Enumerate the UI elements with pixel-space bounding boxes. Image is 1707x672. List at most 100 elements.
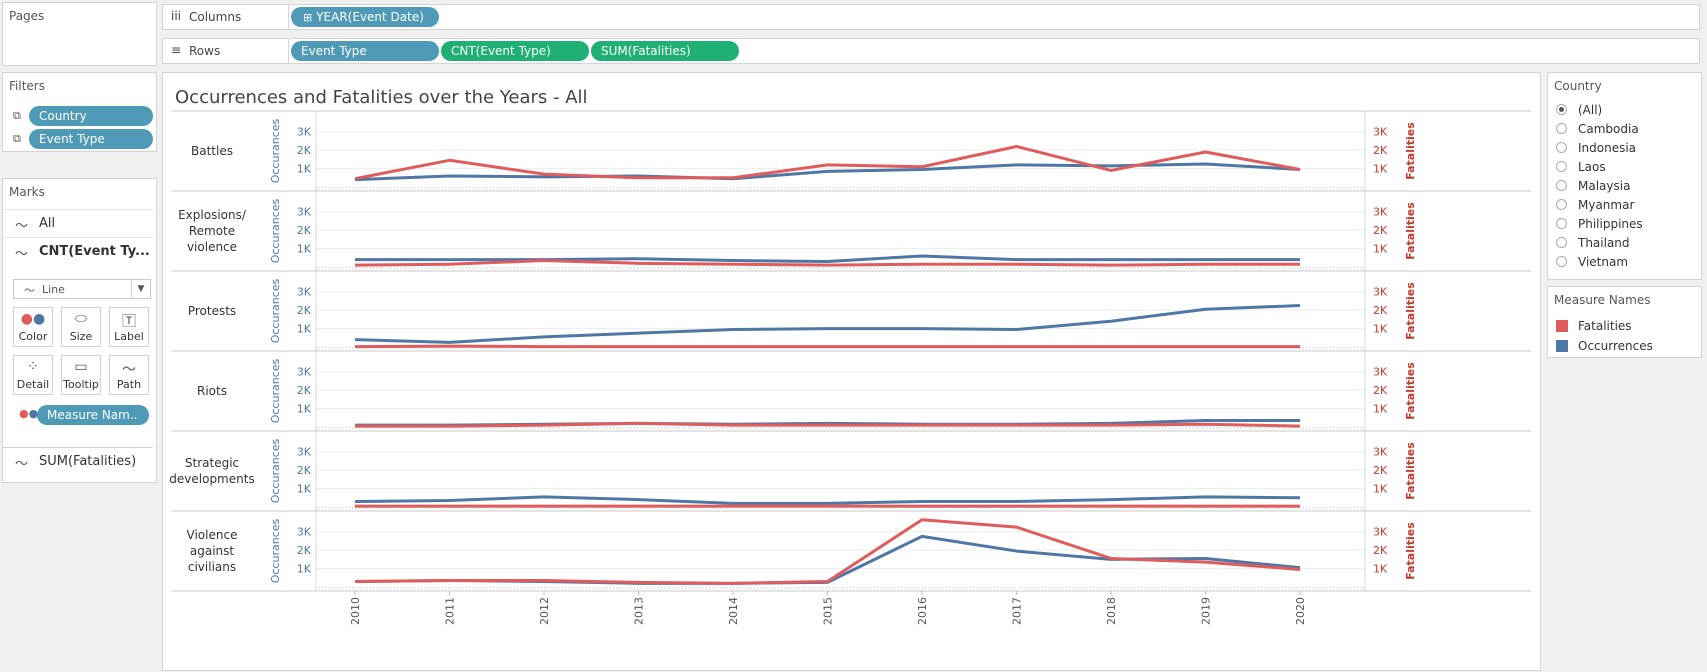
rows-shelf[interactable]: ≡ Rows Event Type CNT(Event Type) SUM(Fa… [162, 38, 1700, 64]
country-option-label: Philippines [1578, 217, 1643, 231]
occurrences-line [355, 254, 1300, 263]
right-tick-label: 3K [1373, 446, 1388, 459]
x-tick-label: 2014 [727, 597, 740, 625]
right-axis-title: Fatalities [1404, 362, 1417, 420]
detail-button[interactable]: ⁘ Detail [13, 355, 53, 395]
x-tick-label: 2017 [1011, 597, 1024, 625]
x-tick-label: 2011 [444, 597, 457, 625]
tooltip-button[interactable]: ▭ Tooltip [61, 355, 101, 395]
row-label: developments [169, 472, 254, 486]
radio-button[interactable] [1556, 256, 1567, 267]
marks-card: Marks 〜 All 〜 CNT(Event Ty... 〜 Line ▼ ●… [2, 178, 157, 483]
tooltip-icon: ▭ [74, 359, 88, 375]
right-axis-title: Fatalities [1404, 282, 1417, 340]
left-tick-label: 3K [297, 126, 312, 139]
left-tick-label: 2K [297, 384, 312, 397]
left-tick-label: 2K [297, 544, 312, 557]
expand-icon[interactable]: ⊞ [303, 11, 313, 24]
right-tick-label: 1K [1373, 163, 1388, 176]
rows-shelf-label: ≡ Rows [163, 39, 289, 63]
columns-shelf[interactable]: iii Columns ⊞ YEAR(Event Date) [162, 4, 1700, 30]
fatalities-line [355, 421, 1301, 428]
row-label: Riots [197, 384, 227, 398]
left-tick-label: 1K [297, 163, 312, 176]
size-button-label: Size [69, 330, 93, 343]
right-tick-label: 1K [1373, 403, 1388, 416]
radio-button[interactable] [1556, 237, 1567, 248]
radio-button[interactable] [1556, 199, 1567, 210]
columns-label: Columns [189, 10, 242, 24]
row-pill-sum-fatalities[interactable]: SUM(Fatalities) [591, 41, 739, 61]
path-button[interactable]: 〜 Path [109, 355, 149, 395]
right-tick-label: 3K [1373, 526, 1388, 539]
right-tick-label: 3K [1373, 126, 1388, 139]
legend-label-fatalities: Fatalities [1578, 319, 1632, 333]
radio-button[interactable] [1556, 123, 1567, 134]
row-label: violence [187, 240, 237, 254]
color-button[interactable]: ●● Color [13, 307, 53, 347]
left-tick-label: 2K [297, 464, 312, 477]
x-tick-label: 2013 [633, 597, 646, 625]
left-tick-label: 3K [297, 206, 312, 219]
label-button[interactable]: 🅃 Label [109, 307, 149, 347]
marks-card-all[interactable]: 〜 All [3, 209, 153, 237]
row-pill-cnt-event-type[interactable]: CNT(Event Type) [441, 41, 589, 61]
right-tick-label: 1K [1373, 483, 1388, 496]
mark-type-dropdown[interactable]: 〜 Line ▼ [13, 279, 151, 299]
radio-button[interactable] [1556, 180, 1567, 191]
measure-names-title: Measure Names [1554, 293, 1651, 307]
right-tick-label: 2K [1373, 544, 1388, 557]
left-axis-title: Occurances [269, 518, 282, 583]
right-tick-label: 3K [1373, 206, 1388, 219]
country-option-label: Vietnam [1578, 255, 1629, 269]
path-button-label: Path [116, 378, 142, 391]
filter-icon: ⧉ [13, 109, 21, 122]
chevron-down-icon[interactable]: ▼ [131, 280, 150, 298]
size-button[interactable]: ⬭ Size [61, 307, 101, 347]
right-tick-label: 2K [1373, 144, 1388, 157]
detail-button-label: Detail [16, 378, 50, 391]
fatalities-line [354, 259, 1300, 267]
country-option-label: (All) [1578, 103, 1603, 117]
left-axis-title: Occurances [269, 198, 282, 263]
right-tick-label: 2K [1373, 304, 1388, 317]
marks-card-cnt[interactable]: 〜 CNT(Event Ty... [3, 237, 153, 265]
rows-icon: ≡ [171, 43, 182, 57]
left-tick-label: 2K [297, 304, 312, 317]
country-option-label: Cambodia [1578, 122, 1639, 136]
color-field-pill[interactable]: Measure Nam.. [37, 405, 149, 425]
x-tick-label: 2019 [1200, 597, 1213, 625]
row-label: Protests [188, 304, 236, 318]
row-label: Battles [191, 144, 233, 158]
filter-pill-event-type[interactable]: Event Type [29, 129, 153, 149]
column-pill-year[interactable]: ⊞ YEAR(Event Date) [291, 7, 439, 27]
left-axis-title: Occurances [269, 278, 282, 343]
marks-card-sum-label: SUM(Fatalities) [39, 454, 137, 469]
chart-area: Occurrences and Fatalities over the Year… [162, 72, 1541, 671]
row-label: against [190, 544, 235, 558]
left-axis-title: Occurances [269, 118, 282, 183]
left-tick-label: 1K [297, 403, 312, 416]
line-chart-icon: 〜 [24, 284, 35, 297]
left-tick-label: 1K [297, 243, 312, 256]
left-tick-label: 3K [297, 366, 312, 379]
country-option-label: Myanmar [1578, 198, 1635, 212]
radio-button[interactable] [1556, 218, 1567, 229]
left-tick-label: 1K [297, 483, 312, 496]
country-option-label: Malaysia [1578, 179, 1631, 193]
marks-card-sum-fatalities[interactable]: 〜 SUM(Fatalities) [3, 447, 153, 475]
radio-button[interactable] [1556, 161, 1567, 172]
right-tick-label: 2K [1373, 464, 1388, 477]
x-tick-label: 2018 [1105, 597, 1118, 625]
color-field-icon: ●● [19, 407, 39, 420]
tooltip-button-label: Tooltip [63, 378, 99, 391]
radio-button[interactable] [1556, 104, 1567, 115]
marks-title: Marks [9, 185, 45, 199]
radio-button[interactable] [1556, 142, 1567, 153]
filter-pill-country[interactable]: Country [29, 106, 153, 126]
right-axis-title: Fatalities [1404, 442, 1417, 500]
row-pill-event-type[interactable]: Event Type [291, 41, 439, 61]
filter-icon: ⧉ [13, 132, 21, 145]
right-axis-title: Fatalities [1404, 122, 1417, 180]
legend-label-occurrences: Occurrences [1578, 339, 1653, 353]
